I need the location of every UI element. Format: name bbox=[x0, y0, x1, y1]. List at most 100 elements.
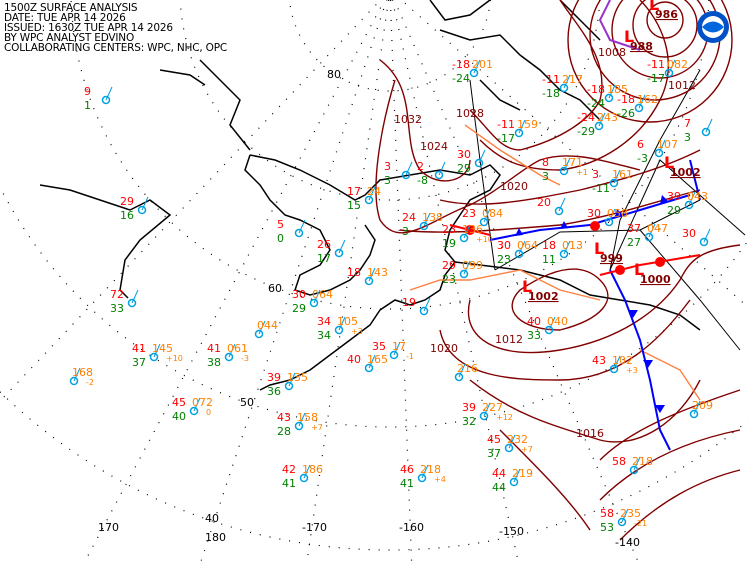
station-plot: 41 145 37 +10 bbox=[132, 342, 183, 369]
station-plot: -18 185-24 bbox=[587, 83, 628, 110]
station-temperature: 41 bbox=[207, 342, 221, 355]
wind-barb-icon bbox=[228, 343, 236, 358]
station-plot: 43 102+3 bbox=[592, 354, 638, 375]
station-temperature: 2 bbox=[417, 160, 424, 173]
station-temperature: -18 bbox=[587, 83, 605, 96]
station-circle-icon bbox=[559, 249, 569, 259]
wind-barb-icon bbox=[303, 464, 311, 479]
wind-barb-icon bbox=[438, 161, 446, 176]
isobar bbox=[646, 1, 684, 39]
wind-barb-icon bbox=[368, 267, 376, 282]
station-circle-icon bbox=[684, 200, 694, 210]
station-temperature: 6 bbox=[637, 138, 644, 151]
station-plot: 50 bbox=[277, 218, 306, 245]
station-temperature: 58 bbox=[612, 455, 626, 468]
wind-barb-icon bbox=[423, 212, 431, 227]
station-plot: -18 162-26 bbox=[617, 93, 658, 120]
station-circle-icon bbox=[594, 121, 604, 131]
station-circle-icon bbox=[401, 170, 411, 180]
station-dewpoint: 41 bbox=[400, 477, 414, 490]
station-plot: 58 235 53 -21 bbox=[600, 507, 647, 534]
station-pressure: 162 bbox=[637, 93, 658, 106]
station-plot: -11 159-17 bbox=[497, 118, 538, 145]
center-pressure-label: 986 bbox=[655, 8, 678, 21]
station-circle-icon bbox=[294, 421, 304, 431]
station-plot: 2-8 bbox=[417, 160, 446, 187]
station-pressure: 040 bbox=[547, 315, 568, 328]
station-dewpoint: 33 bbox=[527, 329, 541, 342]
station-temperature: 34 bbox=[317, 315, 331, 328]
isobar-label: 1020 bbox=[500, 180, 528, 193]
station-pressure: 064 bbox=[312, 288, 333, 301]
longitude-label: 180 bbox=[205, 531, 226, 544]
station-dewpoint: -3 bbox=[637, 152, 648, 165]
isobar bbox=[375, 79, 641, 234]
station-circle-icon bbox=[419, 221, 429, 231]
wind-barb-icon bbox=[298, 412, 306, 427]
station-temperature: 19 bbox=[402, 296, 416, 309]
station-temperature: 20 bbox=[537, 196, 551, 209]
center-pressure-label: 988 bbox=[630, 40, 653, 53]
front-barb bbox=[628, 310, 638, 318]
station-dewpoint: 11 bbox=[542, 253, 556, 266]
noaa-logo-bird bbox=[702, 21, 724, 33]
cold-front bbox=[689, 159, 701, 201]
canada-boundary bbox=[609, 69, 746, 271]
longitude-label: -150 bbox=[499, 525, 524, 538]
station-plot: 30 064 29 bbox=[292, 288, 333, 315]
station-temperature: 7 bbox=[684, 117, 691, 130]
station-pressure: 165 bbox=[367, 353, 388, 366]
station-dewpoint: 28 bbox=[277, 425, 291, 438]
station-temperature: 18 bbox=[542, 239, 556, 252]
station-pressure: 17 bbox=[392, 340, 406, 353]
station-pressure: 218 bbox=[420, 463, 441, 476]
station-pressure: 064 bbox=[517, 239, 538, 252]
station-temperature: 17 bbox=[347, 185, 361, 198]
station-plot: 43 158 28 +7 bbox=[277, 411, 323, 438]
station-circle-icon bbox=[389, 350, 399, 360]
station-temperature: -18 bbox=[617, 93, 635, 106]
station-plot: 17 24 15 bbox=[347, 185, 381, 212]
station-plot: 40 040 33 bbox=[527, 315, 568, 342]
station-plot: 58 218 bbox=[612, 455, 653, 475]
alaska-west-coast bbox=[244, 154, 376, 296]
isobar bbox=[599, 429, 741, 541]
station-dewpoint: -24 bbox=[452, 72, 470, 85]
wind-barb-icon bbox=[483, 208, 491, 223]
station-pressure-tendency: -1 bbox=[406, 352, 414, 361]
station-dewpoint: 32 bbox=[462, 415, 476, 428]
longitude-label: -160 bbox=[399, 521, 424, 534]
wind-barb-icon bbox=[463, 260, 471, 275]
wind-barb-icon bbox=[288, 372, 296, 387]
station-plot: 34 105 34 +3 bbox=[317, 315, 363, 342]
station-circle-icon bbox=[604, 93, 614, 103]
station-circle-icon bbox=[137, 205, 147, 215]
trough-line bbox=[639, 349, 701, 401]
station-plot: 20 bbox=[537, 196, 566, 216]
station-dewpoint: -8 bbox=[417, 174, 428, 187]
station-circle-icon bbox=[434, 170, 444, 180]
station-pressure-tendency: +4 bbox=[434, 475, 446, 484]
station-dewpoint: 44 bbox=[492, 481, 506, 494]
station-circle-icon bbox=[514, 128, 524, 138]
front-bump bbox=[615, 265, 625, 275]
wind-barb-icon bbox=[613, 355, 621, 370]
wind-barb-icon bbox=[73, 367, 81, 382]
station-pressure: 136 bbox=[462, 223, 483, 236]
gulf-coastline bbox=[454, 261, 701, 331]
longitude-line bbox=[83, 0, 386, 562]
station-circle-icon bbox=[309, 298, 319, 308]
station-dewpoint: 29 bbox=[292, 302, 306, 315]
station-temperature: 37 bbox=[627, 222, 641, 235]
station-plot: 209 bbox=[689, 399, 713, 419]
isobar-label: 1024 bbox=[420, 140, 448, 153]
station-temperature: 23 bbox=[442, 223, 456, 236]
station-pressure-tendency: -2 bbox=[86, 378, 94, 387]
station-pressure-tendency: +3 bbox=[626, 366, 638, 375]
station-temperature: -11 bbox=[647, 58, 665, 71]
station-circle-icon bbox=[364, 276, 374, 286]
wind-barb-icon bbox=[513, 468, 521, 483]
front-barb bbox=[615, 209, 623, 218]
station-pressure: 084 bbox=[482, 207, 503, 220]
